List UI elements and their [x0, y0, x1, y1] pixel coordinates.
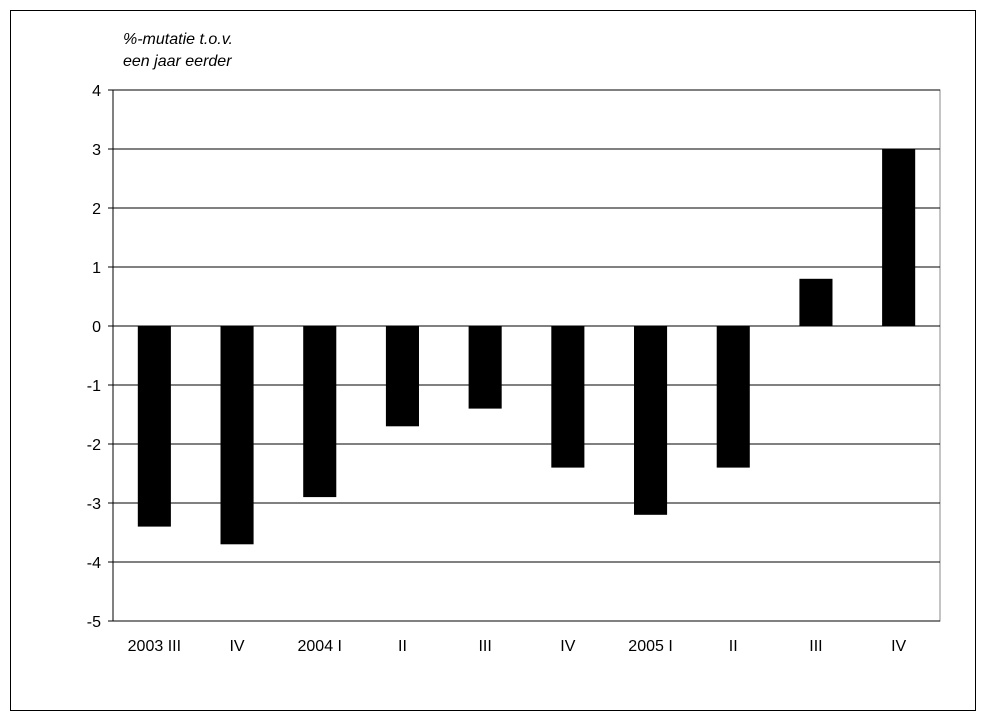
bar — [551, 326, 585, 468]
x-tick-label: 2003 III — [128, 638, 181, 655]
x-tick-label: 2005 I — [628, 638, 672, 655]
y-tick-label: 1 — [92, 260, 101, 277]
y-tick-label: -4 — [87, 555, 101, 572]
y-axis-label-line-2: een jaar eerder — [123, 53, 232, 70]
x-tick-label: III — [478, 638, 491, 655]
x-tick-label: IV — [229, 638, 244, 655]
x-tick-label: IV — [560, 638, 575, 655]
x-tick-label: 2004 I — [298, 638, 342, 655]
x-tick-label: II — [398, 638, 407, 655]
chart-frame: %-mutatie t.o.v. een jaar eerder 4 3 2 1 0 -1… — [10, 10, 976, 711]
x-tick-label: III — [809, 638, 822, 655]
y-tick-label: -2 — [87, 437, 101, 454]
bar — [385, 326, 419, 427]
y-tick-label: 4 — [92, 83, 101, 100]
bar — [799, 278, 833, 326]
bar — [468, 326, 502, 409]
bar — [220, 326, 254, 545]
y-tick-label: 2 — [92, 201, 101, 218]
bar — [303, 326, 337, 498]
x-tick-label: IV — [891, 638, 906, 655]
bar — [716, 326, 750, 468]
bar — [882, 149, 916, 326]
y-axis-label-line-1: %-mutatie t.o.v. — [123, 31, 233, 48]
y-tick-label: -3 — [87, 496, 101, 513]
y-tick-label: 3 — [92, 142, 101, 159]
x-tick-label: II — [729, 638, 738, 655]
y-tick-label: -5 — [87, 614, 101, 631]
y-tick-label: -1 — [87, 378, 101, 395]
y-tick-label: 0 — [92, 319, 101, 336]
bar — [634, 326, 668, 515]
bar — [137, 326, 171, 527]
